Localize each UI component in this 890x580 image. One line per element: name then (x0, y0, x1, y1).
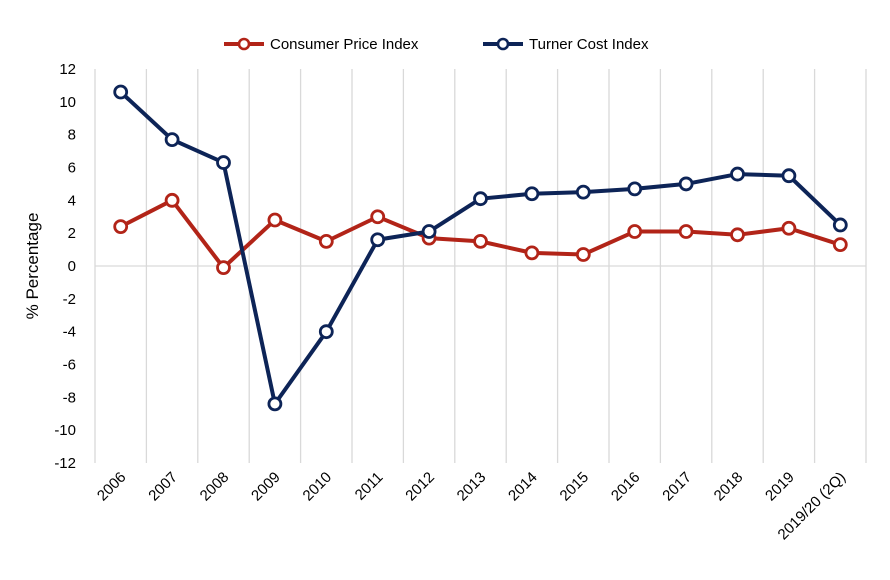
data-point (575, 184, 591, 200)
y-tick-label: 12 (59, 61, 76, 78)
data-point (216, 155, 231, 170)
data-point (421, 224, 437, 239)
legend-label: Consumer Price Index (270, 36, 419, 53)
x-tick-label: 2017 (659, 469, 695, 505)
legend-label: Turner Cost Index (529, 36, 649, 53)
data-point (267, 396, 283, 412)
data-point (781, 168, 797, 184)
legend-marker (496, 37, 510, 51)
y-tick-label: -4 (63, 324, 76, 341)
x-tick-label: 2016 (608, 469, 644, 505)
data-point (370, 232, 386, 248)
data-point (473, 191, 488, 207)
data-point (318, 233, 334, 249)
x-tick-label: 2010 (300, 469, 336, 505)
x-tick-label: 2018 (711, 469, 747, 505)
x-tick-label: 2013 (454, 469, 490, 505)
data-point (318, 324, 334, 340)
y-tick-label: 4 (68, 192, 76, 209)
data-point (730, 166, 745, 182)
series-2 (113, 84, 848, 412)
data-point (164, 132, 180, 147)
data-point (113, 84, 129, 100)
data-point (575, 247, 591, 262)
data-point (524, 186, 540, 202)
y-tick-label: 2 (68, 225, 76, 242)
legend-item: Consumer Price Index (224, 36, 419, 53)
x-tick-label: 2015 (557, 469, 593, 505)
data-point (781, 220, 797, 236)
data-point (267, 212, 283, 228)
y-tick-label: -8 (63, 389, 76, 406)
series-layer (113, 84, 848, 412)
y-tick-label: -10 (54, 422, 76, 439)
x-tick-label: 2012 (402, 469, 438, 505)
y-tick-label: -6 (63, 357, 76, 374)
legend-item: Turner Cost Index (483, 36, 649, 53)
x-tick-label: 2019 (762, 469, 798, 505)
data-point (216, 260, 231, 276)
x-tick-label: 2009 (248, 469, 284, 505)
x-tick-label: 2011 (352, 469, 387, 504)
data-point (832, 237, 848, 253)
data-point (678, 224, 694, 239)
y-tick-label: 8 (68, 127, 76, 144)
data-point (473, 233, 488, 249)
y-tick-label: 6 (68, 160, 76, 177)
data-point (730, 227, 745, 243)
data-point (113, 219, 129, 235)
x-tick-label: 2006 (94, 469, 130, 505)
data-point (370, 209, 386, 225)
y-tick-label: -2 (63, 291, 76, 308)
legend: Consumer Price Index Turner Cost Index (224, 36, 649, 53)
x-tick-label: 2008 (197, 469, 233, 505)
grid-layer (94, 69, 867, 463)
data-point (627, 181, 643, 197)
series-1 (113, 192, 848, 276)
legend-marker (237, 37, 251, 51)
y-tick-label: 0 (68, 258, 76, 275)
y-axis-title: % Percentage (23, 213, 42, 320)
data-point (524, 245, 540, 261)
x-tick-label: 2014 (505, 469, 541, 505)
x-tick-label: 2007 (145, 469, 181, 505)
y-tick-label: -12 (54, 455, 76, 472)
data-point (832, 217, 848, 233)
y-tick-label: 10 (59, 94, 76, 111)
data-point (678, 176, 694, 192)
data-point (164, 192, 180, 208)
data-point (627, 224, 643, 239)
